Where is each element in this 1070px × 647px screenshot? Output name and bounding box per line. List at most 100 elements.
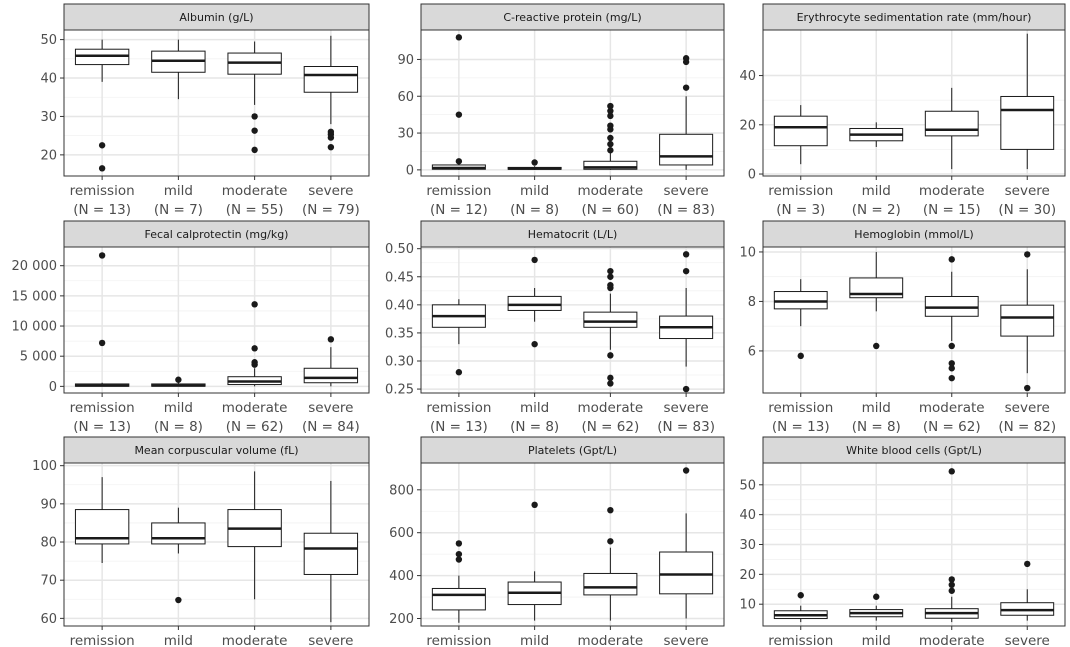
outlier-point bbox=[607, 267, 614, 275]
category-label: mild bbox=[862, 183, 891, 199]
outlier-point bbox=[607, 380, 614, 387]
category-label: moderate bbox=[222, 400, 288, 416]
y-tick-label: 15 000 bbox=[12, 289, 58, 304]
outlier-point bbox=[531, 501, 538, 509]
box-mild bbox=[849, 593, 904, 621]
category-label: remission bbox=[426, 183, 491, 199]
category-n-label: (N = 8) bbox=[510, 202, 559, 218]
box-iqr bbox=[303, 367, 359, 384]
panel-8: White blood cells (Gpt/L) 10 20 30 40 50 remis… bbox=[739, 436, 1066, 647]
y-tick-label: 90 bbox=[397, 53, 414, 68]
outlier-point bbox=[1024, 251, 1031, 258]
outlier-point bbox=[327, 134, 335, 141]
category-label: remission bbox=[426, 633, 491, 647]
panel-6: Mean corpuscular volume (fL) 60 70 80 90 100 r… bbox=[32, 436, 370, 647]
box-mild bbox=[507, 256, 562, 348]
panel-strip bbox=[420, 3, 725, 31]
box-moderate bbox=[924, 468, 979, 623]
category-n-label: (N = 7) bbox=[154, 202, 203, 218]
y-tick-label: 0.45 bbox=[385, 270, 414, 285]
y-tick-label: 20 000 bbox=[12, 259, 58, 274]
outlier-point bbox=[98, 142, 106, 149]
box-iqr bbox=[659, 551, 714, 595]
box-mild bbox=[151, 507, 206, 604]
panel-frame bbox=[63, 462, 370, 627]
outlier-point bbox=[607, 107, 614, 115]
y-tick-label: 0.35 bbox=[385, 326, 414, 341]
category-label: mild bbox=[520, 400, 549, 416]
box-severe bbox=[1000, 560, 1055, 621]
panel-title: Mean corpuscular volume (fL) bbox=[134, 444, 298, 457]
category-label: remission bbox=[70, 183, 135, 199]
y-tick-label: 50 bbox=[739, 478, 756, 493]
panel-1: C-reactive protein (mg/L) 0 30 60 90 remissio… bbox=[397, 3, 725, 218]
box-iqr bbox=[431, 587, 486, 611]
outlier-point bbox=[327, 143, 335, 151]
category-label: severe bbox=[1005, 183, 1050, 199]
outlier-point bbox=[327, 336, 335, 343]
panel-strip bbox=[420, 220, 725, 248]
category-label: moderate bbox=[578, 400, 644, 416]
category-label: remission bbox=[426, 400, 491, 416]
y-tick-label: 200 bbox=[389, 612, 414, 627]
panel-strip bbox=[63, 436, 370, 464]
y-tick-label: 30 bbox=[739, 538, 756, 553]
outlier-point bbox=[607, 273, 614, 280]
y-tick-label: 100 bbox=[32, 459, 57, 474]
box-remission bbox=[773, 105, 828, 165]
category-label: severe bbox=[308, 633, 353, 647]
panel-frame bbox=[420, 246, 725, 394]
box-iqr bbox=[773, 115, 828, 147]
category-n-label: (N = 62) bbox=[923, 419, 981, 435]
y-tick-label: 40 bbox=[739, 69, 756, 84]
outlier-point bbox=[251, 361, 258, 368]
box-severe bbox=[1000, 251, 1055, 392]
category-n-label: (N = 79) bbox=[302, 202, 360, 218]
outlier-point bbox=[531, 256, 538, 264]
category-label: moderate bbox=[919, 400, 985, 416]
panel-strip bbox=[420, 436, 725, 464]
category-label: mild bbox=[862, 400, 891, 416]
panel-frame bbox=[63, 246, 370, 394]
category-n-label: (N = 83) bbox=[657, 419, 715, 435]
outlier-point bbox=[607, 538, 614, 545]
outlier-point bbox=[455, 540, 463, 547]
category-n-label: (N = 13) bbox=[772, 419, 830, 435]
category-n-label: (N = 13) bbox=[430, 419, 488, 435]
panel-title: Fecal calprotectin (mg/kg) bbox=[145, 228, 289, 241]
category-label: moderate bbox=[222, 633, 288, 647]
box-moderate bbox=[924, 256, 979, 382]
panel-frame bbox=[420, 462, 725, 627]
box-moderate bbox=[583, 267, 638, 387]
outlier-point bbox=[455, 369, 463, 376]
y-tick-label: 0 bbox=[406, 163, 414, 178]
panel-frame bbox=[63, 29, 370, 177]
box-severe bbox=[303, 35, 359, 151]
y-tick-label: 60 bbox=[40, 612, 57, 627]
y-tick-label: 400 bbox=[389, 569, 414, 584]
panel-strip bbox=[762, 436, 1066, 464]
panel-3: Fecal calprotectin (mg/kg) 0 5 000 10 000 15… bbox=[12, 220, 370, 435]
y-tick-label: 600 bbox=[389, 526, 414, 541]
outlier-point bbox=[948, 576, 955, 583]
box-iqr bbox=[303, 532, 359, 575]
outlier-point bbox=[607, 112, 614, 120]
y-tick-label: 0.40 bbox=[385, 298, 414, 313]
category-n-label: (N = 60) bbox=[582, 202, 640, 218]
outlier-point bbox=[607, 134, 614, 142]
y-tick-label: 20 bbox=[40, 148, 57, 163]
category-label: mild bbox=[164, 633, 193, 647]
panel-0: Albumin (g/L) 20 30 40 50 remission (N = 13) mi… bbox=[40, 3, 370, 218]
panel-frame bbox=[420, 29, 725, 177]
outlier-point bbox=[873, 593, 880, 600]
box-moderate bbox=[583, 102, 638, 170]
box-severe bbox=[303, 336, 359, 387]
category-label: mild bbox=[520, 183, 549, 199]
category-label: remission bbox=[70, 400, 135, 416]
outlier-point bbox=[98, 252, 106, 259]
outlier-point bbox=[455, 550, 463, 558]
category-label: remission bbox=[768, 183, 833, 199]
outlier-point bbox=[175, 376, 182, 383]
outlier-point bbox=[607, 506, 614, 514]
outlier-point bbox=[682, 267, 690, 275]
